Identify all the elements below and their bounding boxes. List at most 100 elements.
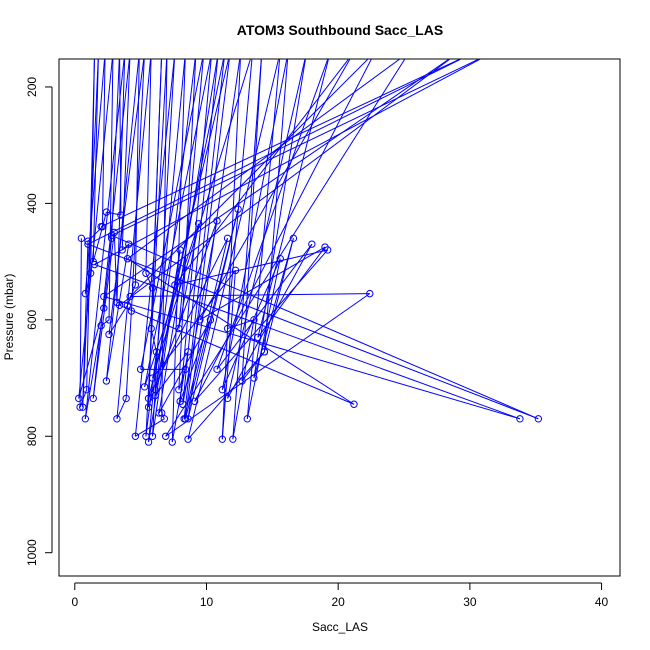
x-tick-label: 10 — [200, 595, 214, 609]
series-segment — [90, 59, 95, 274]
data-point — [175, 385, 183, 394]
data-point — [97, 321, 105, 330]
series-segment — [227, 59, 253, 329]
x-tick-label: 20 — [332, 595, 346, 609]
series-segment — [183, 238, 229, 419]
data-point — [79, 403, 87, 411]
series-segment — [144, 223, 200, 387]
data-point — [158, 409, 166, 417]
series-segment — [103, 59, 451, 297]
data-point — [131, 281, 140, 289]
data-point — [194, 220, 203, 228]
data-point — [127, 307, 136, 315]
series-segment — [179, 59, 212, 402]
series-segment — [113, 232, 118, 303]
series-segment — [92, 59, 99, 262]
data-point — [81, 289, 90, 298]
series-segment — [105, 244, 130, 382]
series-segment — [101, 59, 106, 227]
data-point — [81, 415, 90, 423]
data-point — [123, 301, 132, 309]
data-point — [218, 435, 226, 443]
series-segment — [130, 59, 145, 312]
series-segment — [119, 304, 355, 405]
data-point — [168, 438, 176, 446]
data-point — [161, 432, 170, 440]
series-segment — [125, 311, 132, 399]
series-segment — [148, 59, 230, 399]
y-tick-label: 400 — [25, 193, 39, 213]
series-segment — [174, 59, 350, 286]
series-segment — [184, 59, 230, 419]
data-point — [142, 269, 150, 277]
data-point — [175, 324, 183, 333]
series-segment — [111, 59, 481, 236]
series-segment — [187, 59, 241, 419]
series-segment — [246, 59, 281, 419]
data-point — [102, 208, 111, 216]
series-segment — [116, 398, 127, 420]
series-segment — [253, 238, 294, 379]
data-point — [155, 409, 163, 417]
series-segment — [183, 59, 225, 419]
series-layer — [75, 59, 543, 446]
data-point — [102, 377, 111, 385]
data-point — [171, 281, 179, 289]
data-point — [218, 385, 226, 394]
data-point — [229, 435, 237, 443]
series-segment — [182, 220, 218, 405]
y-tick-label: 800 — [25, 426, 39, 446]
y-tick-label: 600 — [25, 309, 39, 329]
data-point — [243, 415, 252, 423]
x-tick-label: 0 — [71, 595, 78, 609]
series-segment — [87, 243, 539, 420]
data-point — [213, 217, 221, 225]
series-segment — [94, 264, 521, 420]
series-segment — [148, 238, 229, 399]
series-segment — [179, 319, 211, 402]
series-segment — [108, 59, 145, 335]
data-point — [140, 383, 149, 391]
series-segment — [257, 59, 330, 338]
data-point — [107, 231, 116, 240]
series-segment — [116, 59, 152, 419]
series-segment — [148, 59, 186, 443]
series-segment — [92, 211, 107, 262]
series-segment — [108, 305, 128, 335]
series-segment — [257, 246, 326, 338]
data-point — [136, 365, 145, 374]
data-point — [125, 240, 133, 248]
x-axis: 0 10 20 30 40 — [71, 582, 609, 609]
series-segment — [78, 59, 113, 399]
series-segment — [246, 258, 281, 419]
data-point — [276, 254, 284, 263]
y-tick-label: 1000 — [25, 539, 39, 566]
series-segment — [152, 270, 236, 379]
data-point — [151, 385, 159, 394]
data-point — [223, 394, 232, 403]
series-segment — [165, 59, 406, 437]
data-point — [148, 284, 157, 292]
data-point — [181, 365, 190, 374]
data-point — [238, 377, 246, 385]
series-segment — [152, 59, 175, 437]
data-point — [223, 234, 232, 243]
series-segment — [87, 59, 463, 245]
data-point — [118, 246, 126, 254]
series-segment — [232, 59, 262, 440]
data-point — [184, 415, 192, 423]
data-point — [223, 324, 232, 333]
data-point — [152, 348, 161, 356]
data-point — [75, 394, 83, 403]
data-point — [76, 403, 84, 411]
data-point — [516, 415, 524, 423]
series-segment — [178, 59, 204, 329]
series-segment — [100, 59, 462, 228]
data-point — [115, 301, 124, 309]
data-point — [181, 415, 190, 423]
series-segment — [165, 293, 371, 437]
data-point — [84, 237, 92, 245]
data-point — [82, 385, 91, 394]
x-tick-label: 30 — [463, 595, 477, 609]
data-point — [231, 266, 240, 275]
